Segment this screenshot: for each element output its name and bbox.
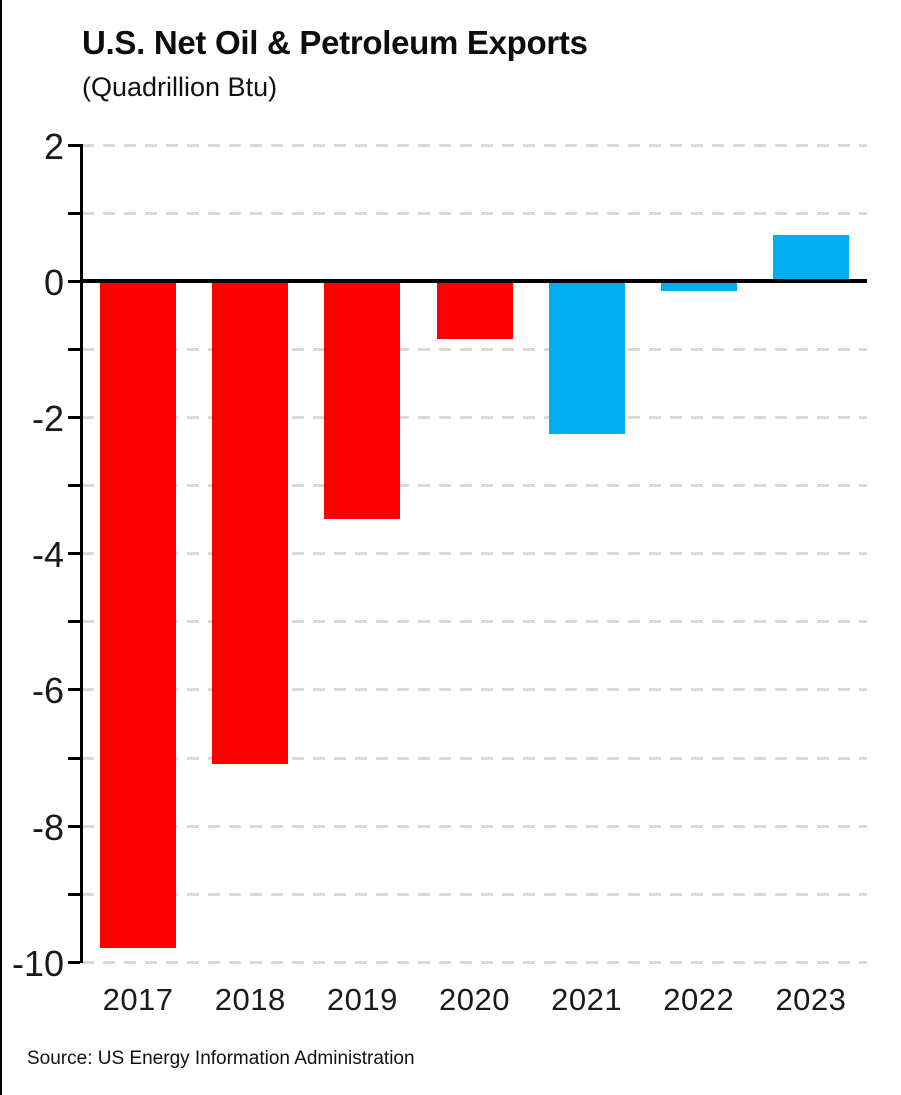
gridline bbox=[82, 824, 867, 828]
gridline bbox=[82, 143, 867, 147]
x-axis-label-2021: 2021 bbox=[551, 982, 623, 1017]
y-axis-tick bbox=[68, 280, 80, 283]
x-axis-label-2019: 2019 bbox=[326, 982, 398, 1017]
x-axis-label-2023: 2023 bbox=[775, 982, 847, 1017]
bar-2020 bbox=[436, 281, 513, 339]
x-axis-label-2022: 2022 bbox=[663, 982, 735, 1017]
gridline bbox=[82, 348, 867, 352]
y-axis-tick bbox=[68, 824, 80, 828]
gridline bbox=[82, 756, 867, 760]
y-axis-label: -2 bbox=[31, 398, 64, 440]
gridline bbox=[82, 960, 867, 964]
y-axis-label: -6 bbox=[31, 670, 64, 712]
x-axis-label-2020: 2020 bbox=[439, 982, 510, 1017]
x-axis-label-2018: 2018 bbox=[214, 982, 286, 1017]
y-axis-tick bbox=[68, 348, 80, 352]
gridline bbox=[82, 620, 867, 624]
y-axis-tick bbox=[68, 892, 80, 896]
source-note: Source: US Energy Information Administra… bbox=[27, 1048, 415, 1069]
bar-2018 bbox=[212, 281, 289, 765]
y-axis-tick bbox=[68, 552, 80, 556]
y-axis-label: 0 bbox=[43, 262, 64, 303]
chart-title: U.S. Net Oil & Petroleum Exports bbox=[82, 24, 588, 61]
gridline bbox=[82, 211, 867, 215]
gridline bbox=[82, 688, 867, 692]
y-axis-tick bbox=[68, 143, 80, 147]
y-axis-tick bbox=[68, 484, 80, 488]
gridline bbox=[82, 552, 867, 556]
x-axis-label-2017: 2017 bbox=[102, 982, 174, 1017]
bar-2017 bbox=[100, 281, 177, 949]
gridline bbox=[82, 416, 867, 420]
chart-subtitle: (Quadrillion Btu) bbox=[82, 72, 278, 102]
frame-left-border bbox=[0, 0, 2, 1095]
y-axis-label: 2 bbox=[43, 125, 64, 167]
bar-2022 bbox=[660, 281, 737, 292]
y-axis-tick bbox=[68, 960, 80, 964]
bar-2023 bbox=[772, 234, 849, 281]
y-axis-tick bbox=[68, 688, 80, 692]
y-axis-tick bbox=[68, 756, 80, 760]
bar-2021 bbox=[548, 281, 625, 435]
bar-2019 bbox=[324, 281, 401, 520]
y-axis-tick bbox=[68, 620, 80, 624]
y-axis-label: -10 bbox=[11, 942, 64, 984]
gridline bbox=[82, 892, 867, 896]
gridline bbox=[82, 484, 867, 488]
y-axis-label: -4 bbox=[31, 534, 64, 576]
y-axis-tick bbox=[68, 211, 80, 215]
zero-axis-line bbox=[82, 279, 867, 283]
y-axis-tick bbox=[68, 416, 80, 420]
y-axis-label: -8 bbox=[31, 806, 64, 848]
y-axis-spine bbox=[80, 143, 83, 963]
